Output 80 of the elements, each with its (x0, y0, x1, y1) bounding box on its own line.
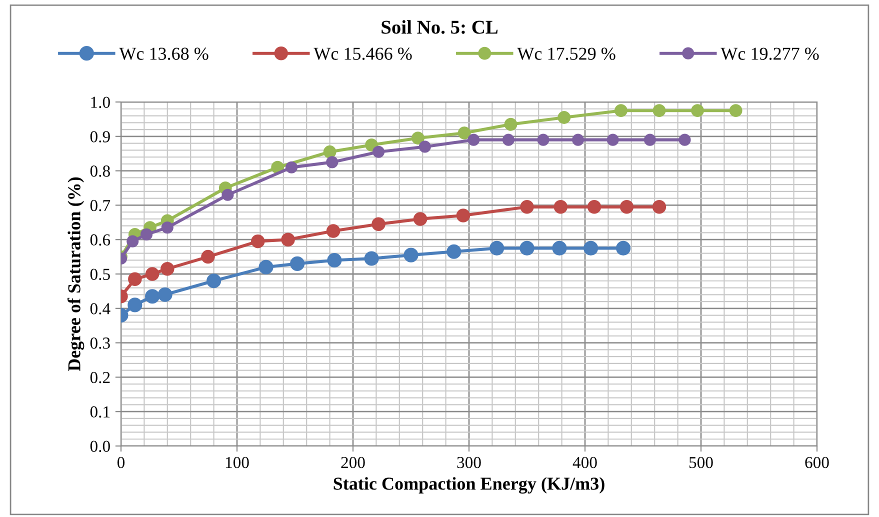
y-tick-label: 1.0 (91, 96, 110, 108)
point (251, 234, 265, 248)
point (372, 217, 386, 231)
point (323, 145, 336, 158)
point (326, 156, 338, 168)
point (126, 235, 139, 248)
point (140, 228, 153, 240)
point (128, 272, 142, 286)
point (606, 134, 619, 146)
legend-label: Wc 17.529 % (517, 48, 616, 60)
point (652, 104, 666, 118)
point (468, 134, 480, 146)
point (412, 132, 424, 145)
point (458, 126, 471, 140)
point (502, 134, 514, 146)
point (413, 212, 428, 226)
legend-label: Wc 13.68 % (119, 48, 208, 60)
point (206, 274, 222, 288)
point (678, 134, 691, 146)
point (616, 240, 631, 256)
y-tick-label: 0.4 (90, 303, 110, 314)
point (201, 250, 215, 264)
y-tick-label: 0.1 (90, 406, 110, 418)
x-tick-label: 200 (341, 456, 365, 468)
point (446, 244, 462, 259)
point (128, 298, 142, 312)
point (520, 240, 534, 256)
point (644, 134, 656, 146)
point (456, 208, 470, 222)
point (365, 138, 378, 152)
y-tick-label: 0.0 (90, 440, 110, 452)
y-tick-label: 0.5 (90, 268, 110, 280)
point (418, 140, 431, 153)
point (587, 200, 602, 214)
point (490, 240, 504, 256)
point (404, 248, 418, 262)
x-axis-title: Static Compaction Energy (KJ/m3) (334, 477, 604, 494)
point (158, 287, 172, 302)
point (520, 200, 534, 214)
x-tick-label: 400 (572, 456, 597, 468)
point (691, 104, 704, 118)
x-tick-label: 100 (226, 456, 249, 468)
point (537, 134, 550, 146)
point (285, 161, 298, 174)
legend-label: Wc 19.277 % (720, 48, 819, 60)
point (364, 251, 379, 266)
point (258, 260, 274, 274)
point (572, 134, 584, 146)
point (558, 111, 571, 124)
y-tick-label: 0.9 (90, 131, 110, 142)
x-tick-label: 600 (805, 456, 829, 468)
point (552, 240, 567, 256)
point (145, 267, 160, 281)
point (145, 289, 160, 304)
point (281, 232, 295, 246)
y-tick-label: 0.6 (90, 234, 110, 246)
point (584, 240, 598, 256)
point (504, 118, 518, 131)
y-tick-label: 0.2 (90, 372, 110, 384)
point (161, 222, 174, 234)
y-tick-label: 0.8 (90, 166, 110, 177)
point (614, 104, 628, 118)
legend-label: Wc 15.466 % (314, 48, 412, 60)
x-tick-label: 300 (457, 456, 481, 468)
y-tick-label: 0.3 (90, 338, 110, 349)
point (326, 224, 340, 238)
point (372, 146, 385, 158)
point (554, 200, 568, 214)
x-tick-label: 0 (117, 456, 125, 468)
point (620, 200, 634, 214)
point (160, 262, 174, 276)
x-tick-label: 500 (689, 456, 713, 468)
point (327, 252, 342, 268)
y-axis-title: Degree of Saturation (%) (67, 177, 84, 372)
point (290, 256, 305, 271)
y-tick-label: 0.7 (90, 200, 110, 212)
chart-title: Soil No. 5: CL (382, 20, 498, 34)
point (729, 104, 742, 118)
point (222, 188, 234, 201)
point (652, 200, 666, 214)
